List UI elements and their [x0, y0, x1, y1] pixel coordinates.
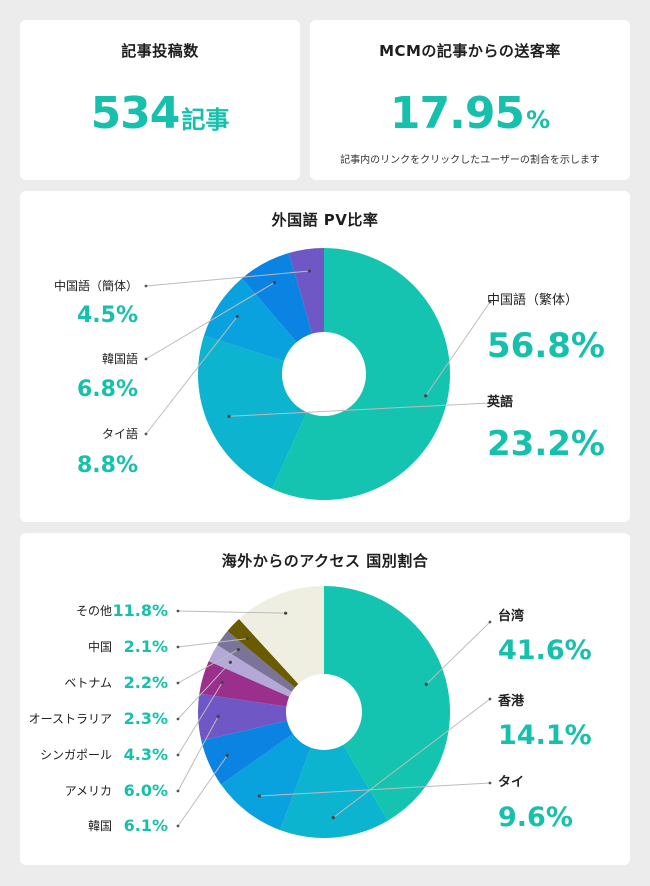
pie-slice-4 [197, 693, 324, 741]
legend-label-1: 香港 [497, 693, 525, 709]
rate-stat: 17.95% [310, 88, 630, 139]
value-label-9: 11.8% [112, 601, 168, 620]
leader-line-3 [177, 755, 228, 827]
pie-slice-2 [220, 712, 324, 831]
leader-end-dot-0 [488, 300, 492, 304]
value-label-2: 9.6% [498, 802, 573, 833]
value-label-6: 2.3% [124, 709, 168, 728]
leader-end-dot-5 [176, 753, 180, 757]
leader-end-dot-6 [176, 717, 180, 721]
legend-label-2: タイ語 [102, 426, 138, 441]
leader-dot-9 [284, 611, 288, 615]
leader-end-dot-9 [176, 609, 180, 613]
posts-stat: 534記事 [20, 88, 300, 139]
leader-dot-2 [257, 794, 261, 798]
leader-line-5 [177, 682, 223, 756]
leader-end-dot-8 [176, 645, 180, 649]
leader-line-0 [425, 301, 491, 397]
leader-end-dot-4 [176, 789, 180, 793]
leader-end-dot-0 [488, 620, 492, 624]
rate-note: 記事内のリンクをクリックしたユーザーの割合を示します [340, 155, 600, 166]
pie-slice-1 [280, 712, 388, 838]
country-chart-title: 海外からのアクセス 国別割合 [221, 552, 429, 570]
posts-value: 534 [90, 88, 181, 139]
leader-line-0 [425, 621, 491, 685]
value-label-2: 8.8% [77, 453, 138, 478]
language-chart-title: 外国語 PV比率 [271, 211, 379, 229]
rate-unit: % [526, 106, 551, 134]
leader-dot-1 [227, 414, 231, 418]
donut-hole [282, 332, 366, 416]
leader-end-dot-3 [176, 824, 180, 828]
leader-dot-5 [220, 681, 224, 685]
leader-end-dot-2 [144, 432, 148, 436]
leader-dot-4 [307, 269, 311, 273]
value-label-1: 23.2% [487, 424, 605, 464]
rate-value: 17.95 [389, 88, 525, 139]
legend-label-3: 韓国 [88, 819, 112, 833]
legend-label-4: アメリカ [65, 784, 112, 798]
legend-label-0: 中国語（繁体） [487, 292, 578, 308]
legend-label-5: シンガポール [40, 748, 112, 762]
leader-end-dot-4 [144, 284, 148, 288]
value-label-7: 2.2% [124, 673, 168, 692]
rate-title: MCMの記事からの送客率 [379, 42, 561, 60]
legend-label-9: その他 [76, 604, 112, 618]
legend-label-4: 中国語（簡体） [54, 278, 138, 293]
legend-label-7: ベトナム [64, 676, 112, 690]
leader-line-3 [145, 282, 275, 360]
posts-unit: 記事 [181, 106, 230, 134]
legend-label-1: 英語 [486, 394, 513, 410]
leader-dot-3 [272, 280, 277, 285]
leader-line-8 [177, 638, 248, 648]
leader-line-7 [177, 649, 239, 684]
leader-dot-8 [245, 637, 250, 641]
posts-card: 記事投稿数 534記事 [20, 20, 300, 180]
leader-dot-2 [235, 314, 239, 319]
value-label-8: 2.1% [124, 637, 168, 656]
value-label-4: 6.0% [124, 781, 168, 800]
value-label-4: 4.5% [77, 303, 138, 328]
leader-line-2 [145, 316, 238, 435]
leader-dot-1 [331, 815, 335, 820]
leader-line-1 [333, 698, 491, 818]
legend-label-0: 台湾 [498, 608, 524, 624]
leader-end-dot-7 [176, 681, 180, 685]
legend-label-8: 中国 [88, 639, 112, 654]
rate-card: MCMの記事からの送客率 17.95% 記事内のリンクをクリックしたユーザーの割… [310, 20, 630, 180]
value-label-3: 6.1% [124, 816, 168, 835]
leader-dot-0 [424, 394, 428, 398]
value-label-0: 41.6% [498, 635, 592, 666]
country-pie-chart: 台湾 41.6% 香港 14.1% タイ 9.6% 韓国 6.1% アメリカ 6.0% シンガポール… [29, 586, 592, 838]
value-label-5: 4.3% [124, 745, 168, 764]
leader-end-dot-2 [488, 781, 492, 785]
language-pie-chart: 中国語（繁体） 56.8% 英語 23.2% タイ語 8.8% 韓国語 6.8% 中国語（簡体）… [54, 248, 605, 500]
pie-slice-0 [324, 586, 451, 821]
legend-label-3: 韓国語 [102, 351, 138, 366]
country-chart-card: 海外からのアクセス 国別割合 台湾 41.6% 香港 14.1% タイ 9.6% 韓国 6.1… [20, 533, 630, 865]
legend-label-6: オーストラリア [29, 712, 112, 726]
leader-line-2 [259, 782, 491, 797]
leader-dot-3 [225, 753, 229, 758]
leader-dot-0 [424, 682, 428, 686]
pie-slice-9 [238, 586, 324, 712]
leader-line-1 [228, 402, 491, 417]
leader-end-dot-1 [488, 697, 492, 701]
value-label-1: 14.1% [498, 720, 592, 751]
leader-line-4 [177, 716, 219, 792]
leader-end-dot-1 [488, 401, 492, 405]
leader-line-4 [145, 270, 310, 287]
leader-dot-4 [216, 714, 220, 719]
value-label-3: 6.8% [77, 377, 138, 402]
leader-line-9 [177, 610, 286, 614]
value-label-0: 56.8% [487, 326, 605, 366]
legend-label-2: タイ [498, 775, 524, 790]
leader-end-dot-3 [144, 357, 148, 361]
leader-line-6 [177, 661, 231, 720]
donut-hole [286, 674, 362, 750]
posts-title: 記事投稿数 [121, 42, 199, 60]
language-chart-card: 外国語 PV比率 中国語（繁体） 56.8% 英語 23.2% タイ語 8.8% 韓国語 6.… [20, 191, 630, 522]
leader-dot-6 [228, 660, 232, 664]
leader-dot-7 [236, 648, 240, 652]
